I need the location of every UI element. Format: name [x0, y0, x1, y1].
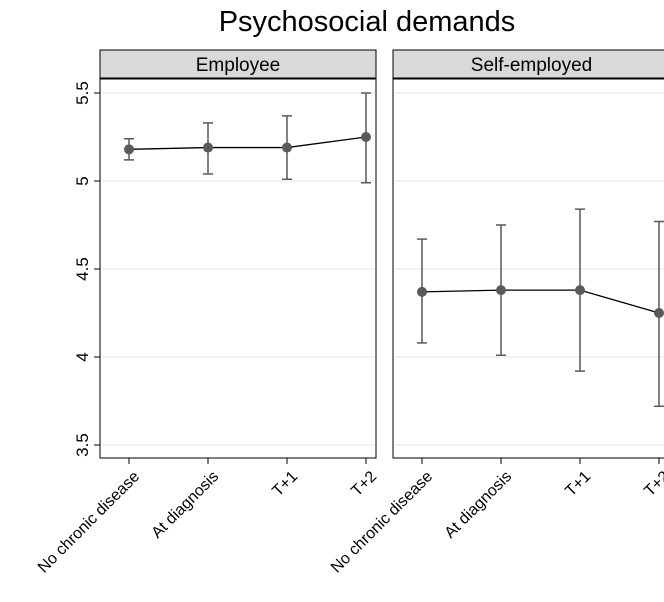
y-tick-label: 5	[73, 176, 92, 185]
x-tick-label: At diagnosis	[149, 468, 223, 542]
y-tick-label: 3.5	[73, 433, 92, 457]
series-line	[421, 289, 660, 314]
x-tick-label: No chronic disease	[328, 468, 436, 576]
data-point	[124, 144, 134, 155]
panel-label: Employee	[196, 55, 281, 76]
x-tick-label: T+2	[348, 468, 380, 500]
y-tick-label: 4.5	[73, 257, 92, 281]
panel-strip	[99, 49, 377, 79]
x-tick-label: T+2	[641, 468, 664, 500]
data-point	[496, 285, 506, 296]
panel-strip	[392, 49, 664, 79]
panel-employee: Employee 3.5 4 4.5 5 5.5 No chronic disease At …	[35, 49, 380, 576]
y-tick-label: 4	[73, 352, 92, 361]
chart-title: Psychosocial demands	[219, 6, 516, 38]
series-line	[128, 136, 367, 150]
data-point	[417, 286, 427, 297]
x-tick-label: T+1	[269, 468, 301, 500]
data-point	[282, 142, 292, 153]
y-tick-label: 5.5	[73, 81, 92, 105]
panel-self-employed: Self-employed No chronic disease At diagno…	[328, 49, 664, 576]
data-point	[361, 132, 371, 142]
data-point	[575, 285, 585, 296]
panel-label: Self-employed	[471, 55, 592, 76]
x-tick-label: T+1	[562, 468, 594, 500]
data-point	[203, 142, 213, 153]
data-point	[654, 308, 664, 318]
x-tick-label: At diagnosis	[442, 468, 516, 542]
x-tick-label: No chronic disease	[35, 468, 143, 576]
